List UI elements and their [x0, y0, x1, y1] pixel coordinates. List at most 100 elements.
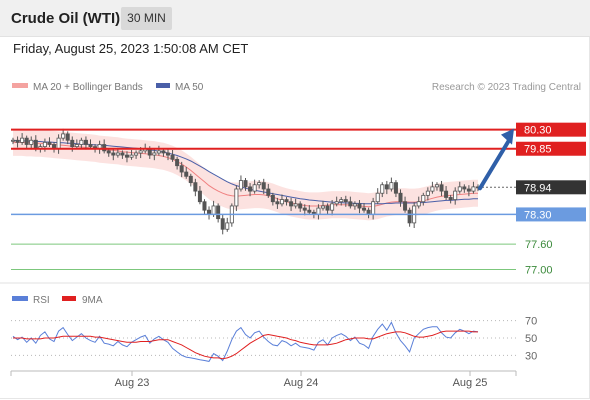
candle-body: [439, 184, 444, 192]
candle-body: [257, 182, 262, 186]
candle-body: [234, 188, 239, 207]
candle-body: [444, 190, 449, 198]
x-axis: Aug 23 Aug 24 Aug 25: [10, 371, 517, 389]
current-price-label: 78.94: [524, 182, 552, 194]
candle-body: [225, 222, 230, 230]
candle-body: [343, 199, 348, 203]
rsi-tick-label: 70: [525, 316, 537, 328]
candle-body: [202, 201, 207, 211]
candle-body: [279, 199, 284, 205]
rsi-plot-area: 70 50 30: [11, 316, 537, 362]
candle-body: [261, 182, 266, 190]
candle-body: [10, 139, 15, 142]
candle-body: [471, 186, 476, 192]
support-label: 78.30: [524, 209, 552, 221]
candle-body: [175, 158, 180, 167]
candle-body: [170, 154, 175, 160]
x-axis-label: Aug 24: [284, 377, 319, 389]
resistance-label: 80.30: [524, 125, 552, 137]
candle-body: [403, 201, 408, 211]
candle-body: [243, 180, 248, 188]
candle-body: [47, 141, 52, 145]
candle-body: [302, 207, 307, 211]
candle-body: [389, 182, 394, 190]
candle-body: [275, 201, 280, 205]
candle-body: [165, 152, 170, 156]
rsi-legend-swatch: [12, 296, 28, 301]
candle-body: [320, 205, 325, 209]
candle-body: [197, 190, 202, 203]
support-label: 77.00: [525, 265, 553, 277]
candle-body: [421, 194, 426, 203]
candle-body: [434, 184, 439, 188]
candle-body: [138, 150, 143, 154]
candle-body: [70, 139, 75, 148]
candle-body: [106, 150, 111, 154]
candle-body: [362, 207, 367, 211]
candle-body: [466, 188, 471, 192]
candle-body: [184, 171, 189, 177]
candle-body: [129, 154, 134, 158]
candle-body: [20, 137, 25, 143]
candle-body: [380, 184, 385, 194]
candle-body: [33, 139, 38, 150]
rsi-tick-label: 50: [525, 333, 537, 345]
candle-body: [216, 205, 221, 220]
rsi-ma-legend-swatch: [62, 296, 76, 301]
candle-body: [348, 201, 353, 207]
candle-body: [316, 207, 321, 215]
candle-body: [179, 165, 184, 173]
ma50-legend-label: MA 50: [175, 82, 204, 93]
candle-body: [248, 186, 253, 192]
candle-body: [425, 190, 430, 196]
candle-body: [453, 190, 458, 200]
candle-body: [124, 154, 129, 158]
candle-body: [407, 209, 412, 224]
price-plot-area: [10, 128, 480, 235]
rsi-line: [12, 321, 479, 362]
candle-body: [88, 144, 93, 148]
candle-body: [65, 133, 70, 141]
candle-body: [252, 184, 257, 192]
x-axis-label: Aug 25: [453, 377, 488, 389]
candle-body: [188, 175, 193, 184]
candle-body: [430, 186, 435, 192]
timeframe-badge[interactable]: 30 MIN: [121, 7, 172, 30]
candle-body: [83, 139, 88, 145]
forecast-arrow-head: [501, 128, 514, 145]
candle-body: [384, 184, 389, 190]
candle-body: [266, 188, 271, 196]
candle-body: [152, 152, 157, 156]
candle-body: [339, 199, 344, 203]
candle-body: [24, 137, 29, 145]
candle-body: [375, 192, 380, 203]
support-label: 77.60: [525, 239, 553, 251]
candle-body: [330, 203, 335, 211]
candle-body: [61, 133, 66, 139]
candle-body: [111, 152, 116, 156]
bollinger-legend-swatch: [12, 83, 28, 88]
candle-body: [289, 201, 294, 207]
candle-body: [211, 205, 216, 215]
candle-body: [462, 186, 467, 190]
candle-body: [15, 139, 20, 143]
candle-body: [334, 201, 339, 205]
candle-body: [270, 194, 275, 203]
candle-body: [42, 141, 47, 148]
candle-body: [393, 182, 398, 194]
resistance-label: 79.85: [524, 144, 552, 156]
candle-body: [56, 137, 61, 150]
x-axis-label: Aug 23: [115, 377, 150, 389]
candle-body: [352, 203, 357, 207]
rsi-ma-line: [13, 330, 478, 360]
candle-body: [120, 152, 125, 156]
candle-body: [134, 152, 139, 156]
candle-body: [79, 139, 84, 145]
candle-body: [457, 186, 462, 192]
instrument-title: Crude Oil (WTI): [11, 10, 121, 27]
candle-body: [298, 203, 303, 209]
candle-body: [448, 197, 453, 200]
candle-body: [357, 203, 362, 209]
candle-body: [29, 139, 34, 145]
